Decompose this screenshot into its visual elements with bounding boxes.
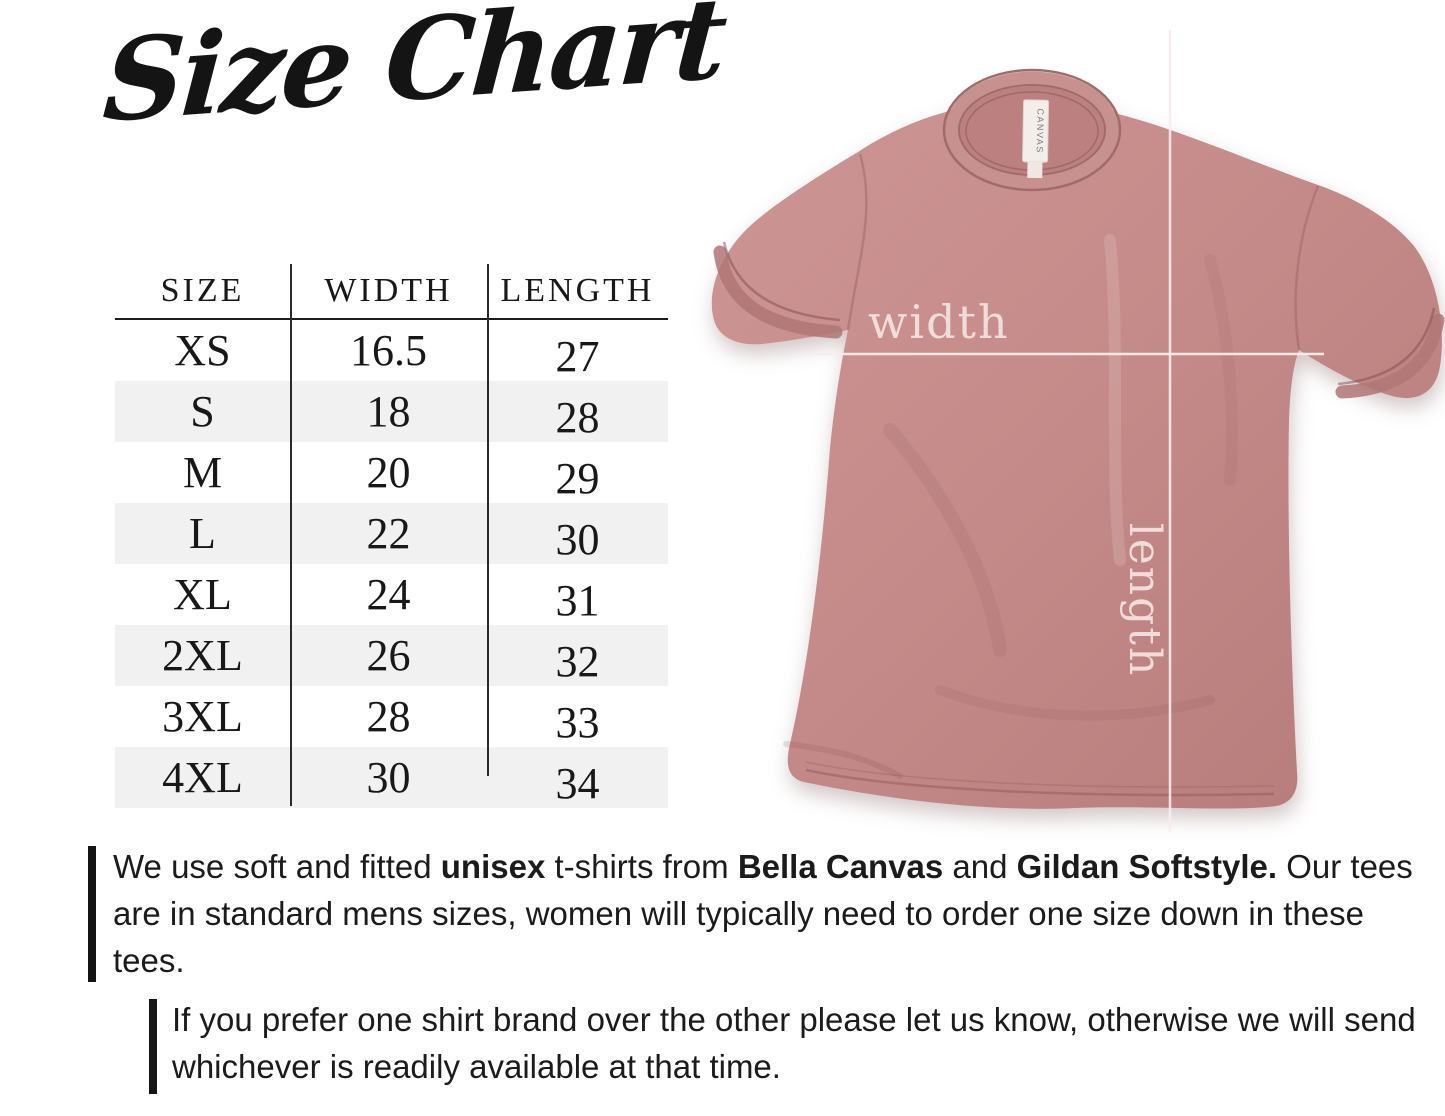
neck-tag: CANVAS	[1022, 99, 1050, 179]
size-cell: XL	[173, 569, 232, 619]
column-divider	[290, 264, 292, 806]
size-cell: 2XL	[162, 630, 243, 680]
size-cell: S	[190, 386, 215, 436]
note-fabric-brands: We use soft and fitted unisex t-shirts f…	[113, 848, 1413, 979]
neck-tag-text: CANVAS	[1035, 108, 1046, 154]
right-sleeve-roll-stitch	[1337, 307, 1436, 386]
wrinkle	[783, 741, 903, 779]
size-cell: XS	[174, 325, 231, 375]
column-header-width: WIDTH	[324, 272, 453, 309]
width-cell: 22	[366, 508, 411, 558]
length-cell: 34	[555, 758, 600, 808]
length-cell: 32	[555, 636, 600, 686]
collar-band	[945, 71, 1119, 189]
size-table: SIZE WIDTH LENGTH XS 16.5 27 S 18 28 M 20 29 L 22 3…	[115, 264, 668, 808]
note-accent-bar	[149, 999, 157, 1094]
left-sleeve-roll-stitch	[722, 241, 841, 322]
width-cell: 26	[366, 630, 411, 680]
note-brand-preference: If you prefer one shirt brand over the o…	[172, 1001, 1416, 1085]
size-table-body: XS 16.5 27 S 18 28 M 20 29 L 22 30 XL 24 31 2XL 26 32 3XL 2…	[115, 320, 668, 808]
length-cell: 33	[555, 697, 600, 747]
column-divider	[487, 264, 489, 776]
width-cell: 28	[366, 691, 411, 741]
table-row: 4XL 30 34	[115, 747, 668, 808]
table-row: 3XL 28 33	[115, 686, 668, 747]
table-row: XS 16.5 27	[115, 320, 668, 381]
length-cell: 31	[555, 575, 600, 625]
table-row: M 20 29	[115, 442, 668, 503]
right-armhole-seam	[1294, 185, 1320, 351]
column-header-length: LENGTH	[500, 272, 655, 309]
size-table-header: SIZE WIDTH LENGTH	[115, 264, 668, 320]
left-armhole-seam	[846, 153, 868, 331]
table-row: XL 24 31	[115, 564, 668, 625]
length-cell: 30	[555, 514, 600, 564]
tshirt-body	[711, 86, 1442, 809]
length-cell: 28	[555, 392, 600, 442]
width-label: width	[868, 295, 1010, 349]
right-sleeve-roll	[1335, 313, 1445, 399]
size-cell: 3XL	[162, 691, 243, 741]
hem-stitch	[805, 761, 1275, 788]
table-row: S 18 28	[115, 381, 668, 442]
size-cell: L	[189, 508, 216, 558]
hem-stitch	[805, 768, 1275, 797]
width-cell: 20	[366, 447, 411, 497]
left-sleeve-roll	[713, 245, 843, 339]
collar-outer-stitch	[942, 68, 1122, 192]
width-cell: 16.5	[350, 325, 427, 375]
size-cell: 4XL	[162, 752, 243, 802]
width-cell: 30	[366, 752, 411, 802]
wrinkle	[883, 423, 1007, 657]
table-row: 2XL 26 32	[115, 625, 668, 686]
wrinkle	[935, 685, 1215, 721]
wrinkle	[1104, 234, 1126, 566]
wrinkle	[1204, 254, 1238, 486]
table-row: L 22 30	[115, 503, 668, 564]
width-cell: 24	[366, 569, 411, 619]
length-cell: 29	[555, 453, 600, 503]
page-title: Size Chart	[99, 0, 729, 148]
note-accent-bar	[88, 846, 96, 982]
length-cell: 27	[555, 331, 600, 381]
width-cell: 18	[366, 386, 411, 436]
tshirt-photo: CANVAS width length	[711, 30, 1445, 832]
column-header-size: SIZE	[160, 272, 245, 309]
length-label: length	[1119, 523, 1170, 678]
size-cell: M	[182, 447, 223, 497]
